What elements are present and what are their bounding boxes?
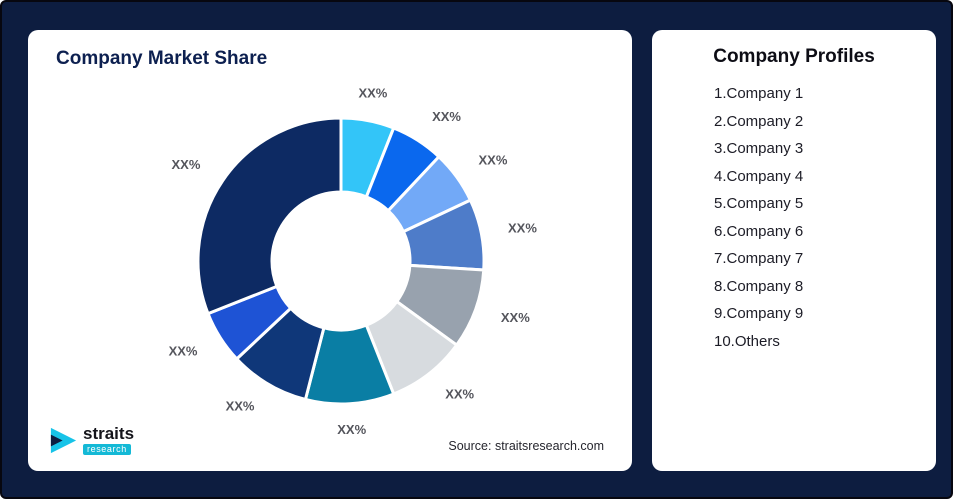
profile-item: 1.Company 1 xyxy=(714,85,804,102)
profile-item: 3.Company 3 xyxy=(714,140,804,157)
slice-label: XX% xyxy=(169,344,198,359)
slice-label: XX% xyxy=(508,221,537,236)
profiles-title: Company Profiles xyxy=(713,46,875,67)
profile-item: 5.Company 5 xyxy=(714,195,804,212)
profile-item: 7.Company 7 xyxy=(714,250,804,267)
slice-label: XX% xyxy=(445,387,474,402)
profiles-card: Company Profiles 1.Company 1 2.Company 2… xyxy=(652,30,936,471)
logo-name: straits xyxy=(83,424,135,443)
chart-card: Company Market Share XX% XX% XX% XX% XX% XX% X… xyxy=(28,30,632,471)
profiles-list: 1.Company 1 2.Company 2 3.Company 3 4.Co… xyxy=(652,80,936,355)
slice-label: XX% xyxy=(337,422,366,437)
slice-label: XX% xyxy=(171,157,200,172)
profile-item: 8.Company 8 xyxy=(714,277,804,295)
donut-segment xyxy=(196,116,343,316)
logo-triangle-icon xyxy=(50,427,77,453)
profile-item: 10.Others xyxy=(714,332,780,350)
slice-label: XX% xyxy=(479,153,508,168)
profile-item: 4.Company 4 xyxy=(714,167,804,185)
donut-chart: XX% XX% XX% XX% XX% XX% XX% XX% XX% XX% xyxy=(169,85,538,437)
slice-label: XX% xyxy=(432,109,461,124)
profile-item: 2.Company 2 xyxy=(714,112,804,130)
logo-text: straits research xyxy=(83,425,134,455)
logo-subtitle: research xyxy=(83,444,131,455)
profile-item: 6.Company 6 xyxy=(714,222,804,240)
chart-title: Company Market Share xyxy=(56,48,268,69)
straits-research-logo: straits research xyxy=(50,425,134,455)
slice-label: XX% xyxy=(358,85,387,100)
profile-item: 9.Company 9 xyxy=(714,305,804,322)
slice-label: XX% xyxy=(226,399,255,414)
slice-label: XX% xyxy=(501,310,530,325)
source-text: Source: straitsresearch.com xyxy=(448,439,604,453)
